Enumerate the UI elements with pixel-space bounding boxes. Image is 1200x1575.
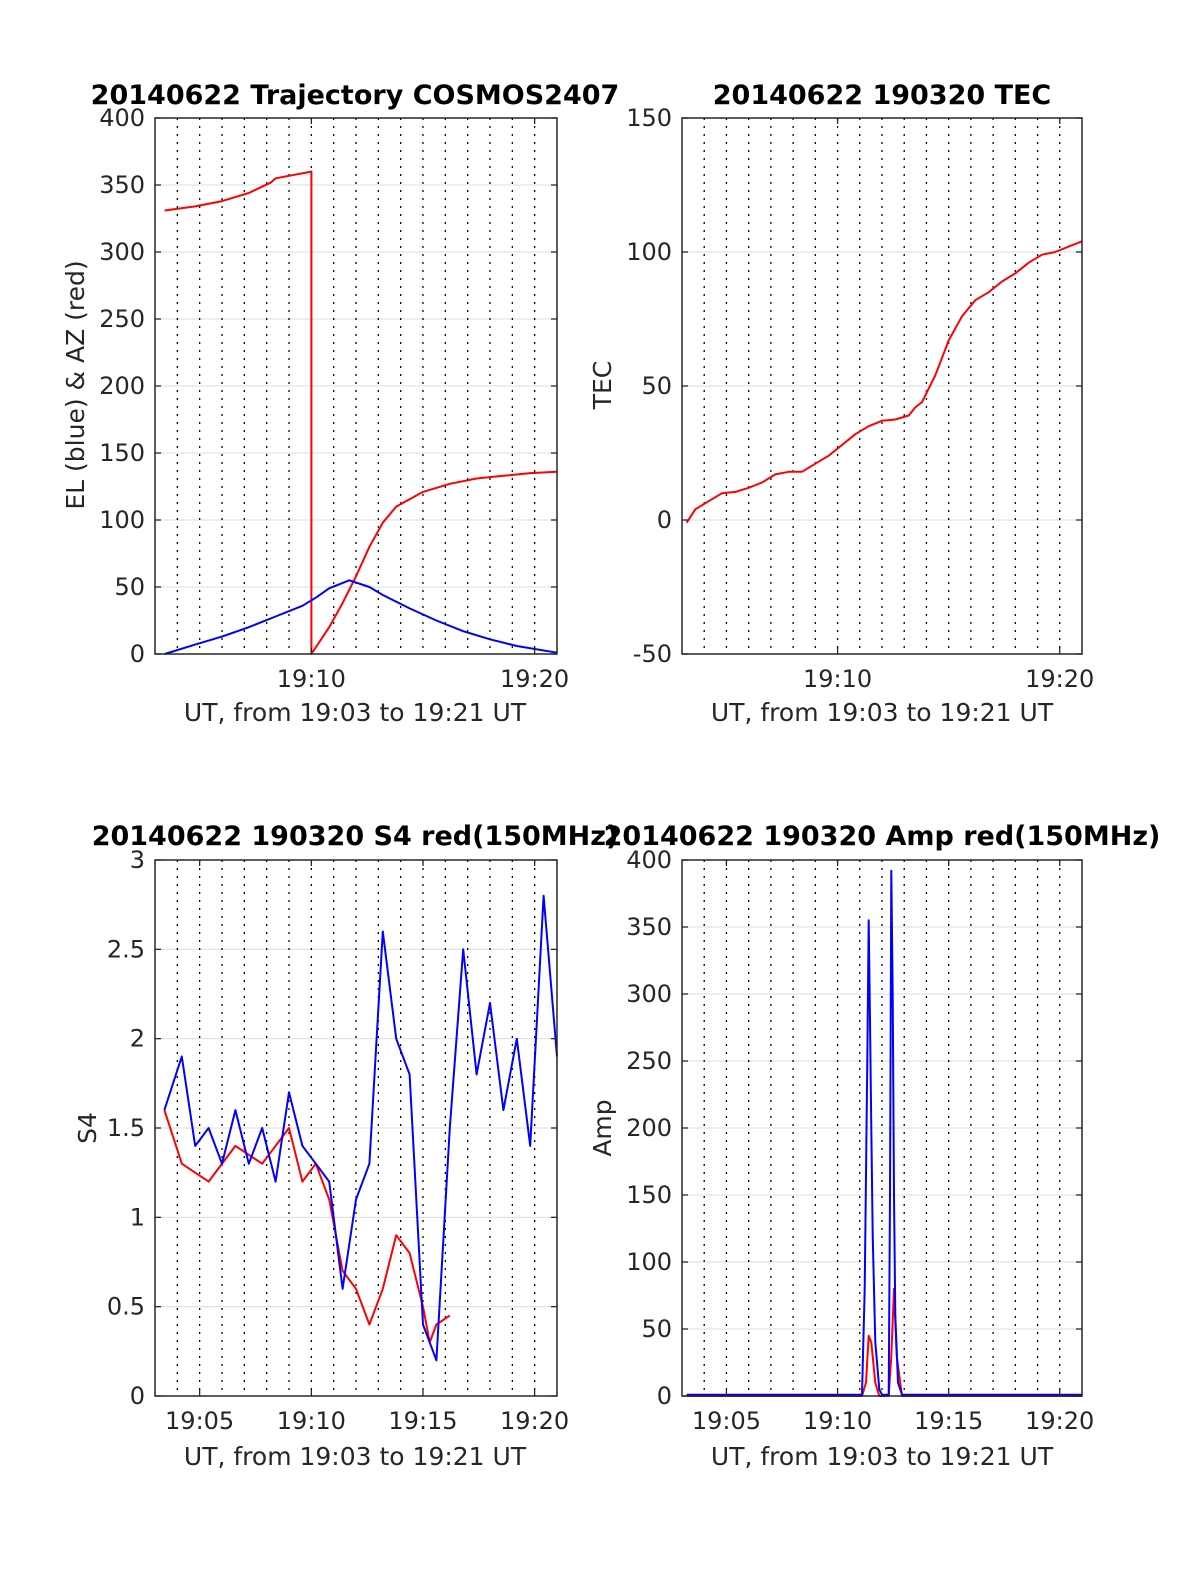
y-tick-label: 400 [626,846,672,874]
series-line-0 [685,240,1083,524]
tec-panel: 20140622 190320 TEC -50 0 50 100 150 19:10 19:… [588,80,1094,727]
y-tick-label: 1.5 [107,1114,145,1142]
y-tick-label: 300 [99,238,145,266]
trajectory-panel: 20140622 Trajectory COSMOS2407 0 50 100 150… [61,80,619,727]
y-tick-label: 50 [641,372,672,400]
y-tick-label: 100 [99,506,145,534]
y-tick-label: 400 [99,104,145,132]
x-tick-label: 19:10 [277,1407,346,1435]
x-tick-label: 19:20 [500,1407,569,1435]
y-tick-label: 200 [626,1114,672,1142]
y-tick-label: 2 [130,1025,145,1053]
y-tick-label: 2.5 [107,935,145,963]
x-tick-label: 19:10 [803,665,872,693]
y-tick-label: 50 [641,1315,672,1343]
series-line-1 [163,894,558,1362]
y-tick-label: 100 [626,238,672,266]
y-tick-label: 3 [130,846,145,874]
panel-title: 20140622 Trajectory COSMOS2407 [91,80,620,111]
amp-panel: 20140622 190320 Amp red(150MHz) 0 50 100 15… [588,821,1160,1471]
y-tick-label: 300 [626,980,672,1008]
y-axis-label: S4 [73,1112,102,1144]
x-tick-label: 19:15 [914,1407,983,1435]
x-tick-label: 19:20 [1025,665,1094,693]
y-tick-label: 250 [626,1047,672,1075]
y-tick-label: 250 [99,305,145,333]
y-tick-label: 1 [130,1203,145,1231]
y-tick-label: 150 [99,439,145,467]
y-tick-label: 0 [657,1382,672,1410]
series-line-0 [164,170,558,655]
panel-title: 20140622 190320 Amp red(150MHz) [604,821,1161,852]
series-line-1 [686,869,1082,1396]
y-tick-label: 200 [99,372,145,400]
y-tick-label: 150 [626,104,672,132]
x-tick-label: 19:05 [165,1407,234,1435]
x-tick-label: 19:15 [388,1407,457,1435]
y-tick-label: 0 [657,506,672,534]
y-tick-label: 100 [626,1248,672,1276]
s4-panel: 20140622 190320 S4 red(150MHz) 0 0.5 1 1.5 2… [73,821,618,1471]
x-axis-label: UT, from 19:03 to 19:21 UT [184,698,527,727]
x-tick-label: 19:20 [1025,1407,1094,1435]
panel-title: 20140622 190320 S4 red(150MHz) [92,821,619,852]
y-axis-label: EL (blue) & AZ (red) [61,260,90,509]
x-tick-label: 19:05 [692,1407,761,1435]
y-tick-label: 350 [626,913,672,941]
y-axis-label: TEC [588,361,617,411]
y-tick-label: 150 [626,1181,672,1209]
x-axis-label: UT, from 19:03 to 19:21 UT [184,1442,527,1471]
y-axis-label: Amp [588,1099,617,1156]
series-line-1 [164,579,558,655]
x-axis-label: UT, from 19:03 to 19:21 UT [711,698,1054,727]
y-tick-label: 0 [130,640,145,668]
y-tick-label: 350 [99,171,145,199]
y-tick-label: -50 [633,640,672,668]
x-tick-label: 19:20 [500,665,569,693]
x-tick-label: 19:10 [803,1407,872,1435]
x-tick-label: 19:10 [277,665,346,693]
y-tick-label: 0.5 [107,1293,145,1321]
y-tick-label: 50 [114,573,145,601]
panel-title: 20140622 190320 TEC [713,80,1052,111]
y-tick-label: 0 [130,1382,145,1410]
x-axis-label: UT, from 19:03 to 19:21 UT [711,1442,1054,1471]
